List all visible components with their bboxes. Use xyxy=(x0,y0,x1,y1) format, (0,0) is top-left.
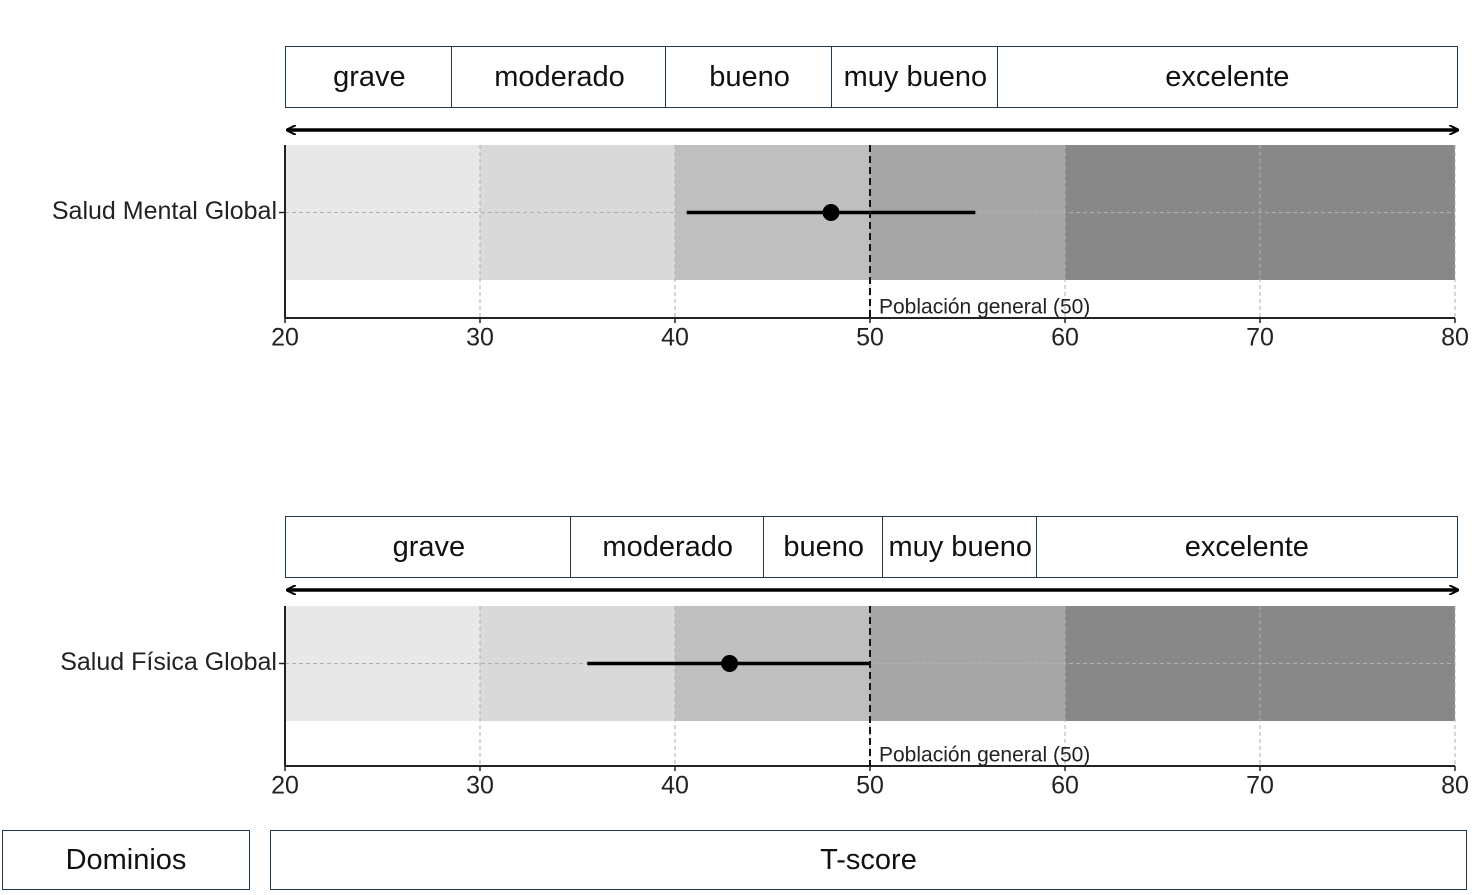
reference-label: Población general (50) xyxy=(879,744,1090,767)
x-tick-label: 80 xyxy=(1441,772,1469,800)
range-box: muy bueno xyxy=(881,516,1039,578)
footer-left: Dominios xyxy=(2,830,250,890)
x-tick-label: 70 xyxy=(1246,324,1274,352)
x-tick-label: 80 xyxy=(1441,324,1469,352)
x-tick-label: 70 xyxy=(1246,772,1274,800)
range-box: moderado xyxy=(450,46,669,108)
x-tick-label: 40 xyxy=(661,772,689,800)
y-tick-label: Salud Física Global xyxy=(60,648,277,676)
x-tick-label: 40 xyxy=(661,324,689,352)
point-estimate xyxy=(721,655,739,672)
range-box: excelente xyxy=(1035,516,1458,578)
x-tick-label: 50 xyxy=(856,324,884,352)
x-tick-label: 30 xyxy=(466,324,494,352)
range-box: bueno xyxy=(665,46,834,108)
x-tick-label: 60 xyxy=(1051,772,1079,800)
point-estimate xyxy=(822,204,840,221)
footer-right: T-score xyxy=(270,830,1467,890)
range-box: excelente xyxy=(996,46,1458,108)
reference-label: Población general (50) xyxy=(879,296,1090,319)
range-box: muy bueno xyxy=(831,46,1000,108)
x-tick-label: 20 xyxy=(271,772,299,800)
x-tick-label: 50 xyxy=(856,772,884,800)
range-box: grave xyxy=(285,516,573,578)
x-tick-label: 60 xyxy=(1051,324,1079,352)
range-box: grave xyxy=(285,46,454,108)
range-box: moderado xyxy=(569,516,766,578)
y-tick-label: Salud Mental Global xyxy=(52,197,277,225)
x-tick-label: 20 xyxy=(271,324,299,352)
x-tick-label: 30 xyxy=(466,772,494,800)
range-box: bueno xyxy=(762,516,885,578)
